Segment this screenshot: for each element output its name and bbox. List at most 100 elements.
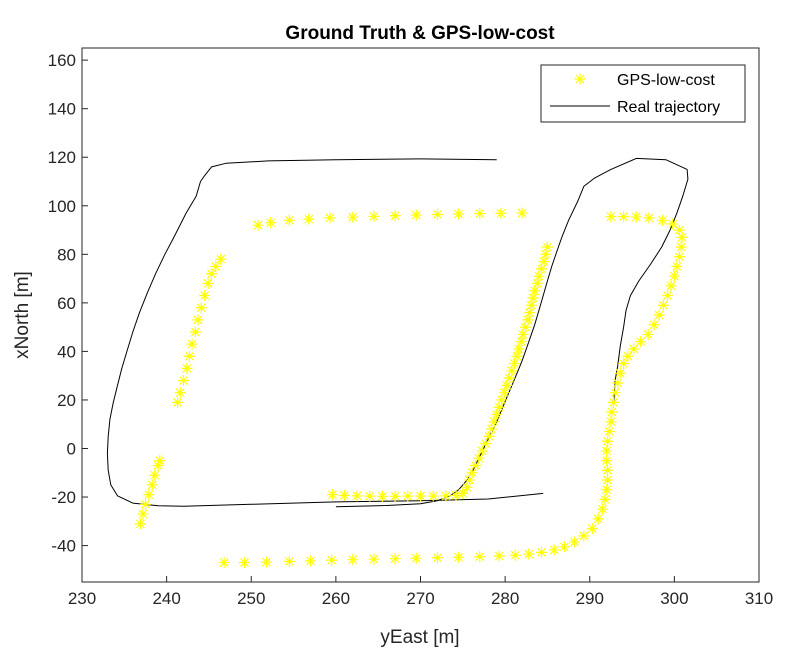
gps-point (431, 209, 443, 221)
gps-point (493, 401, 505, 413)
gps-point (527, 292, 539, 304)
y-tick-label: 60 (57, 294, 76, 313)
gps-point (516, 207, 528, 219)
gps-point (376, 490, 388, 502)
gps-point (548, 544, 560, 556)
y-tick-label: -20 (51, 488, 76, 507)
x-tick-label: 310 (745, 589, 773, 608)
gps-point (671, 260, 683, 272)
gps-point (541, 241, 553, 253)
y-tick-label: 40 (57, 342, 76, 361)
gps-point (351, 490, 363, 502)
gps-point (260, 556, 272, 568)
x-tick-label: 270 (406, 589, 434, 608)
gps-point (496, 394, 508, 406)
gps-point (662, 290, 674, 302)
gps-point (303, 213, 315, 225)
gps-point (668, 270, 680, 282)
real-trajectory-line-2 (335, 157, 689, 508)
x-tick-label: 280 (491, 589, 519, 608)
gps-point (602, 474, 614, 486)
gps-point (525, 299, 537, 311)
y-tick-label: 120 (48, 148, 76, 167)
gps-point (215, 253, 227, 265)
gps-point (205, 268, 217, 280)
gps-point (524, 307, 536, 319)
gps-point (628, 343, 640, 355)
gps-point (461, 481, 473, 493)
gps-point (606, 406, 618, 418)
gps-point (431, 552, 443, 564)
gps-point (569, 536, 581, 548)
y-axis-label: xNorth [m] (12, 271, 33, 359)
gps-point (137, 508, 149, 520)
gps-point (389, 210, 401, 222)
gps-point (522, 314, 534, 326)
gps-point (326, 489, 338, 501)
gps-point (389, 490, 401, 502)
gps-point (210, 260, 222, 272)
y-tick-label: 80 (57, 245, 76, 264)
y-tick-label: -40 (51, 537, 76, 556)
legend: GPS-low-cost Real trajectory (540, 64, 746, 123)
gps-point (238, 557, 250, 569)
gps-point (643, 212, 655, 224)
gps-point (586, 523, 598, 535)
legend-label-real: Real trajectory (617, 99, 720, 116)
x-axis-label: yEast [m] (380, 627, 459, 648)
y-axis: -40 -20 0 20 40 60 80 100 120 140 160 (48, 51, 88, 556)
gps-point (618, 358, 630, 370)
gps-point (592, 513, 604, 525)
gps-point (533, 270, 545, 282)
gps-point (601, 445, 613, 457)
x-axis: 230 240 250 260 270 280 290 300 310 (68, 576, 773, 608)
gps-point (368, 553, 380, 565)
gps-point (440, 490, 452, 502)
gps-point (146, 479, 158, 491)
gps-point (134, 518, 146, 530)
y-tick-label: 140 (48, 100, 76, 119)
gps-point (529, 285, 541, 297)
gps-point (509, 549, 521, 561)
gps-point (464, 474, 476, 486)
gps-point (673, 224, 685, 236)
gps-point (612, 377, 624, 389)
gps-point (476, 445, 488, 457)
gps-point (506, 365, 518, 377)
gps-point (498, 387, 510, 399)
gps-point (139, 498, 151, 510)
gps-point (618, 211, 630, 223)
gps-point (453, 208, 465, 220)
gps-point (326, 554, 338, 566)
gps-point (622, 350, 634, 362)
gps-point (648, 319, 660, 331)
gps-point (347, 554, 359, 566)
legend-gps-marker (574, 73, 586, 85)
gps-point (515, 336, 527, 348)
gps-point (402, 490, 414, 502)
gps-point (364, 490, 376, 502)
gps-point (614, 367, 626, 379)
gps-point (189, 326, 201, 338)
gps-point (154, 455, 166, 467)
gps-point (252, 219, 264, 231)
gps-point (630, 211, 642, 223)
gps-point (474, 208, 486, 220)
y-tick-label: 160 (48, 51, 76, 70)
gps-point (347, 211, 359, 223)
gps-point (676, 231, 688, 243)
gps-point (450, 489, 462, 501)
gps-point (517, 328, 529, 340)
gps-point (473, 452, 485, 464)
gps-point (673, 251, 685, 263)
gps-point (410, 209, 422, 221)
legend-label-gps: GPS-low-cost (617, 72, 715, 89)
gps-point (183, 350, 195, 362)
gps-point (667, 218, 679, 230)
gps-point (457, 487, 469, 499)
gps-point (657, 214, 669, 226)
gps-point (558, 541, 570, 553)
gps-point (324, 212, 336, 224)
gps-point (653, 309, 665, 321)
gps-point (605, 416, 617, 428)
